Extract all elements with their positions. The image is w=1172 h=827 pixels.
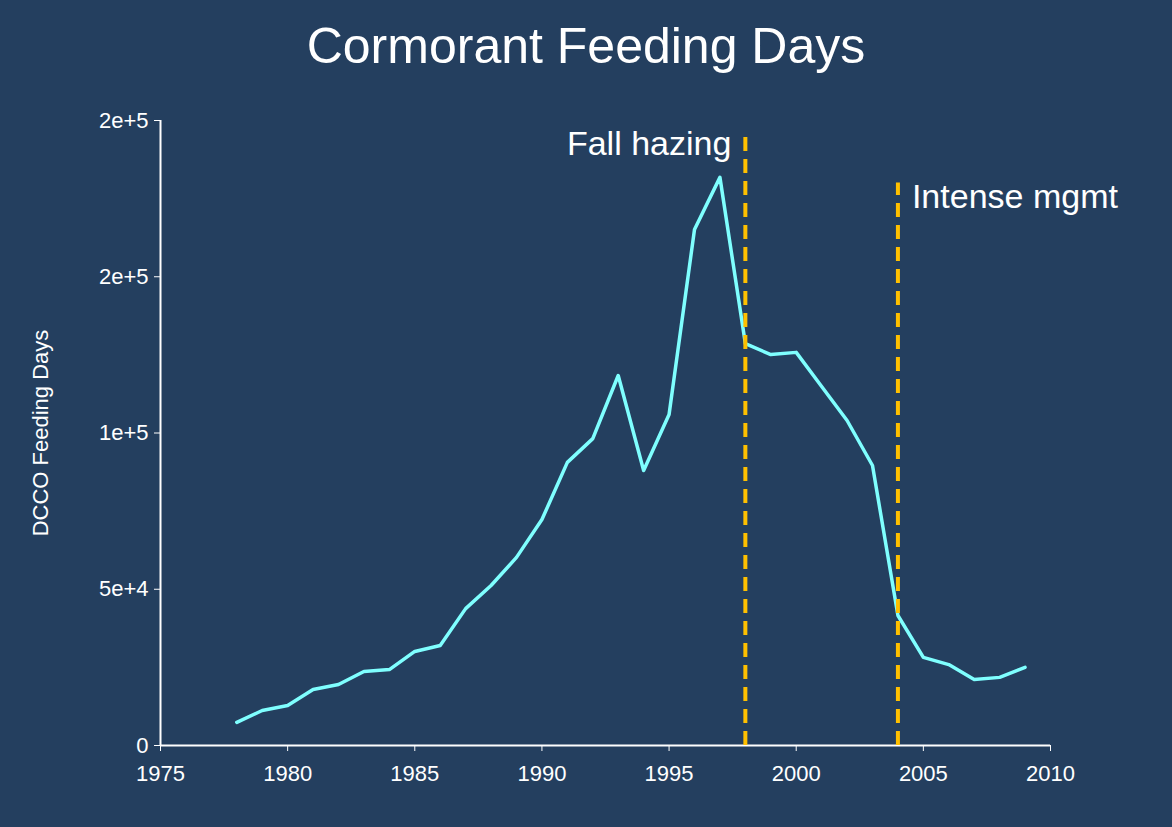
svg-text:1985: 1985 <box>390 761 439 786</box>
svg-text:Intense mgmt: Intense mgmt <box>912 177 1119 215</box>
svg-text:1995: 1995 <box>645 761 694 786</box>
svg-text:1990: 1990 <box>517 761 566 786</box>
svg-text:2000: 2000 <box>772 761 821 786</box>
svg-text:2e+5: 2e+5 <box>99 108 149 133</box>
html-text:Cormorant Feeding Days: Cormorant Feeding Days <box>306 18 866 74</box>
svg-text:5e+4: 5e+4 <box>99 576 149 601</box>
svg-text:1e+5: 1e+5 <box>99 420 149 445</box>
svg-text:DCCO Feeding Days: DCCO Feeding Days <box>28 330 53 537</box>
svg-text:2010: 2010 <box>1026 761 1075 786</box>
svg-text:0: 0 <box>136 733 148 758</box>
svg-text:2005: 2005 <box>899 761 948 786</box>
svg-text:Fall hazing: Fall hazing <box>567 124 731 162</box>
svg-text:1980: 1980 <box>263 761 312 786</box>
svg-text:2e+5: 2e+5 <box>99 264 149 289</box>
svg-text:1975: 1975 <box>136 761 185 786</box>
